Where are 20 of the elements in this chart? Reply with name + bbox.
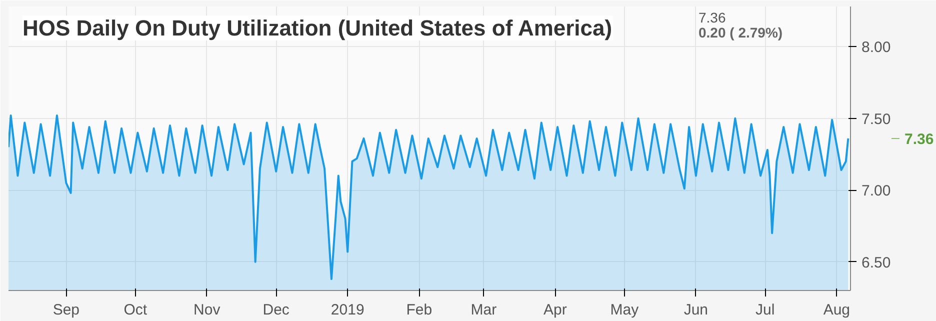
x-tick-label: Apr — [544, 302, 567, 318]
x-tick-label: Jul — [756, 302, 775, 318]
x-tick-label: Oct — [124, 302, 148, 318]
x-tick-label: Sep — [52, 302, 80, 318]
x-tick-label: Nov — [194, 302, 221, 318]
chart-title: HOS Daily On Duty Utilization (United States of America) — [22, 16, 612, 40]
x-tick-label: Dec — [262, 302, 290, 318]
x-tick-label: 2019 — [330, 302, 364, 318]
annotation: 7.36 — [698, 10, 726, 26]
x-tick-label: Feb — [406, 302, 432, 318]
annotation: 0.20 ( 2.79%) — [698, 24, 783, 40]
x-tick-label: May — [610, 302, 640, 318]
x-tick-label: Jun — [684, 302, 708, 318]
y-tick-label: 7.50 — [862, 110, 891, 128]
y-tick-label: 7.00 — [862, 182, 891, 200]
x-tick-label: Mar — [470, 302, 497, 318]
y-tick-label: 8.00 — [862, 39, 891, 56]
x-tick-label: Aug — [823, 302, 850, 318]
text: 7.36 — [904, 130, 934, 148]
y-tick-label: 6.50 — [862, 254, 891, 272]
